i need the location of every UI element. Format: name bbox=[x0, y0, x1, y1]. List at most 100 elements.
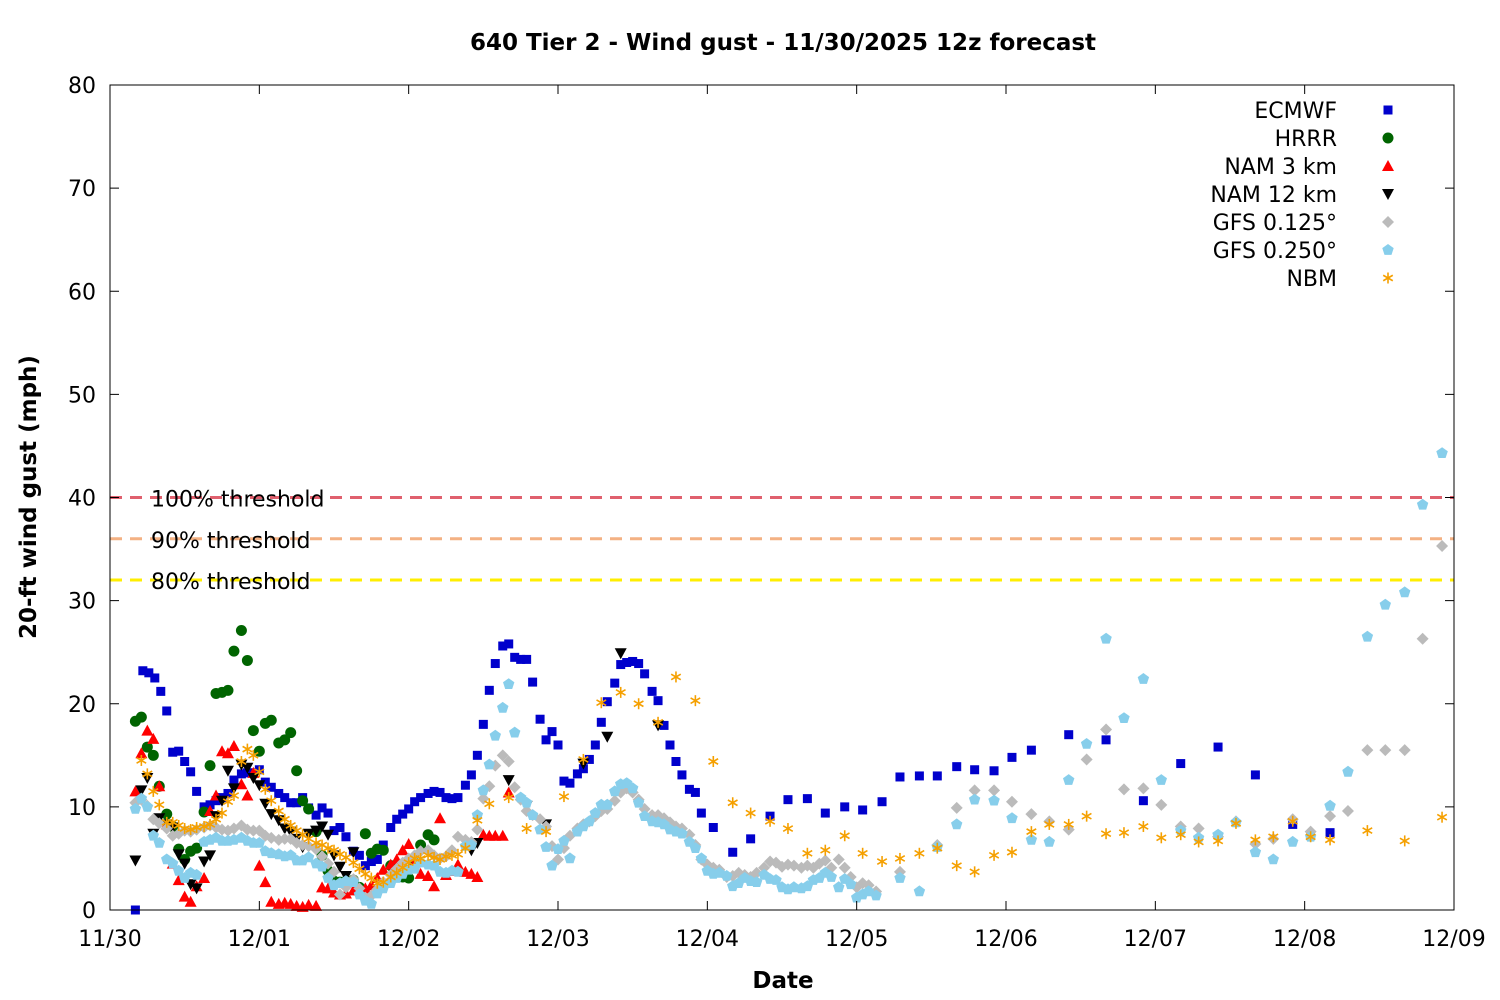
data-point bbox=[1212, 835, 1224, 847]
data-point bbox=[435, 787, 445, 797]
data-point bbox=[633, 698, 644, 710]
data-point bbox=[280, 793, 290, 803]
data-point bbox=[534, 823, 546, 835]
asterisk-stroke bbox=[1399, 837, 1410, 845]
asterisk-stroke bbox=[932, 844, 943, 852]
data-point bbox=[988, 784, 1001, 797]
data-point bbox=[141, 741, 153, 753]
asterisk-stroke bbox=[857, 849, 868, 857]
asterisk-stroke bbox=[951, 862, 962, 870]
data-point bbox=[471, 823, 484, 836]
asterisk-stroke bbox=[167, 818, 178, 826]
data-point bbox=[414, 867, 427, 879]
legend-marker bbox=[1382, 132, 1394, 144]
asterisk-stroke bbox=[472, 816, 483, 824]
data-point bbox=[1155, 798, 1168, 811]
data-point bbox=[292, 798, 302, 808]
data-point bbox=[750, 876, 763, 887]
data-point bbox=[583, 815, 596, 827]
data-point bbox=[322, 829, 335, 841]
data-point bbox=[402, 838, 415, 849]
data-point bbox=[659, 720, 669, 730]
data-point bbox=[1230, 817, 1242, 829]
data-point bbox=[1137, 673, 1150, 684]
asterisk-stroke bbox=[366, 874, 377, 882]
legend-marker bbox=[1382, 189, 1394, 200]
data-point bbox=[616, 660, 626, 670]
data-point bbox=[727, 797, 738, 809]
data-point bbox=[676, 827, 688, 839]
data-point bbox=[1192, 822, 1205, 835]
data-point bbox=[222, 796, 234, 808]
data-point bbox=[265, 809, 278, 821]
data-point bbox=[259, 876, 272, 888]
legend-marker bbox=[1382, 244, 1394, 255]
data-point bbox=[1342, 765, 1354, 777]
data-point bbox=[1436, 447, 1448, 458]
data-point bbox=[1026, 745, 1036, 755]
asterisk-stroke bbox=[322, 844, 334, 852]
data-point bbox=[671, 757, 681, 766]
data-point bbox=[1287, 815, 1298, 827]
data-point bbox=[870, 889, 882, 901]
data-point bbox=[317, 803, 327, 813]
asterisk-stroke bbox=[210, 815, 222, 823]
data-point bbox=[142, 768, 153, 780]
data-point bbox=[311, 810, 321, 820]
asterisk-stroke bbox=[428, 853, 440, 861]
data-point bbox=[516, 654, 526, 664]
data-point bbox=[802, 847, 813, 859]
asterisk-stroke bbox=[348, 859, 359, 867]
data-point bbox=[428, 859, 440, 871]
data-point bbox=[503, 792, 514, 804]
asterisk-stroke bbox=[142, 770, 153, 778]
data-point bbox=[1064, 730, 1074, 740]
data-point bbox=[1416, 632, 1429, 645]
data-point bbox=[228, 790, 240, 802]
data-point bbox=[414, 845, 427, 858]
data-point bbox=[601, 731, 614, 743]
asterisk-stroke bbox=[1230, 819, 1242, 827]
plot-marks bbox=[129, 447, 1449, 915]
asterisk-stroke bbox=[578, 755, 589, 763]
data-point bbox=[153, 837, 165, 848]
asterisk-stroke bbox=[764, 817, 776, 825]
data-point bbox=[932, 842, 943, 854]
data-point bbox=[1399, 586, 1411, 598]
data-point bbox=[1324, 810, 1337, 823]
x-tick-label: 12/08 bbox=[1273, 927, 1336, 952]
data-point bbox=[341, 832, 351, 842]
data-point bbox=[366, 872, 377, 884]
data-point bbox=[347, 876, 360, 887]
data-point bbox=[988, 794, 1000, 806]
data-point bbox=[198, 872, 211, 884]
data-point bbox=[1026, 826, 1037, 838]
asterisk-stroke bbox=[279, 815, 290, 823]
asterisk-stroke bbox=[340, 853, 352, 861]
data-point bbox=[913, 885, 926, 897]
data-point bbox=[204, 818, 216, 830]
data-point bbox=[820, 808, 830, 818]
data-point bbox=[1006, 846, 1018, 858]
data-point bbox=[845, 878, 857, 890]
data-point bbox=[483, 758, 495, 770]
data-point bbox=[185, 824, 196, 836]
y-tick-label: 60 bbox=[68, 280, 96, 305]
x-tick-label: 12/04 bbox=[676, 927, 739, 952]
data-point bbox=[820, 844, 831, 856]
data-point bbox=[236, 756, 247, 767]
data-point bbox=[932, 771, 942, 781]
data-point bbox=[1324, 799, 1336, 811]
data-point bbox=[690, 695, 701, 707]
data-point bbox=[522, 654, 532, 664]
data-point bbox=[770, 874, 782, 885]
data-point bbox=[316, 860, 328, 872]
data-point bbox=[589, 807, 601, 818]
legend-label: HRRR bbox=[1275, 127, 1337, 152]
series-nbm bbox=[136, 671, 1448, 889]
data-point bbox=[951, 860, 962, 872]
data-point bbox=[1379, 598, 1391, 610]
data-point bbox=[180, 757, 190, 766]
data-point bbox=[1213, 742, 1223, 752]
asterisk-stroke bbox=[727, 799, 738, 807]
